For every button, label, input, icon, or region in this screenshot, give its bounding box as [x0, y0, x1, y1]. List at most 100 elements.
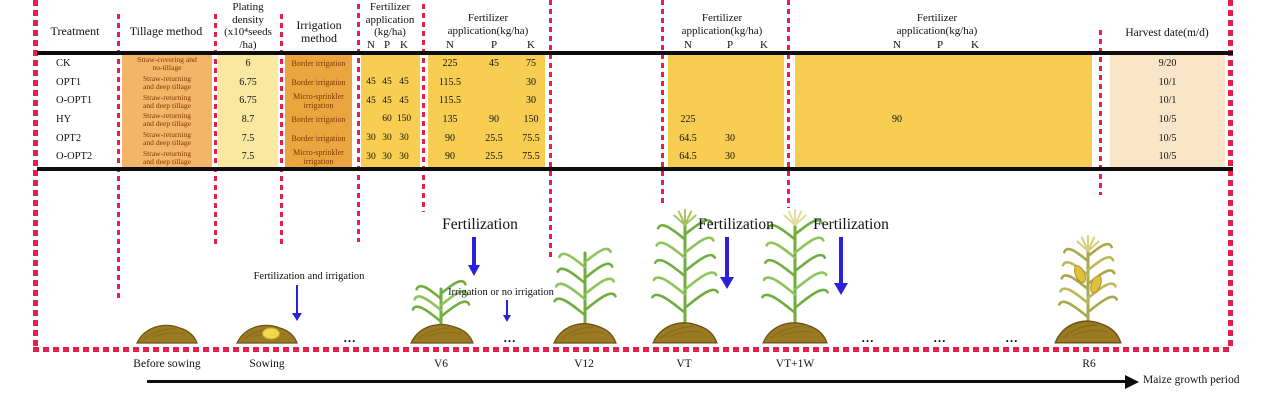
fert2-k-value: 30	[526, 95, 536, 107]
fert4-n-value	[877, 130, 917, 149]
soil-mound-seed-illustration	[235, 322, 299, 344]
column-divider	[214, 14, 217, 246]
v6-fertilization-annotation: Fertilization	[442, 216, 518, 233]
stage-label-before-sowing: Before sowing	[133, 358, 201, 370]
fert1-p-column: 45 45 60 30 30	[377, 55, 397, 167]
fert1-p-value: 30	[382, 133, 392, 144]
ellipsis-dots: ...	[503, 330, 517, 345]
column-divider	[661, 0, 664, 203]
fertilizer4-header: Fertilizer application(kg/ha)	[896, 12, 978, 37]
maize-vt1w-illustration	[750, 202, 840, 335]
fert2-p-value: 90	[489, 114, 499, 126]
fert2-n-value: 90	[445, 151, 455, 163]
frame-border-bottom	[33, 347, 1233, 352]
fert2-k-value: 150	[523, 114, 539, 126]
down-arrow-icon	[501, 300, 513, 322]
irrigation-value: Border irrigation	[291, 115, 346, 125]
column-divider	[117, 14, 120, 302]
stage-label-r6: R6	[1082, 358, 1096, 370]
fert4-n-value	[877, 92, 917, 111]
fertilizer3-column-background	[668, 55, 784, 167]
fert2-k-label: K	[527, 39, 535, 51]
fert3-p-value	[710, 74, 750, 93]
fert3-p-label: P	[726, 39, 734, 51]
growth-period-arrowhead-icon	[1125, 374, 1139, 389]
fert4-n-value	[877, 55, 917, 74]
fert4-n-column: 90	[877, 55, 917, 167]
density-header: Plating density (x10⁴seeds /ha)	[224, 1, 272, 51]
column-divider	[357, 4, 360, 242]
fertilizer2-header: Fertilizer application(kg/ha)	[447, 12, 529, 37]
fert2-p-label: P	[490, 39, 498, 51]
irrigation-value: Micro-sprinkler irrigation	[293, 148, 344, 166]
fert3-p-value	[710, 55, 750, 74]
irrigation-value: Micro-sprinkler irrigation	[293, 92, 344, 110]
fert2-n-value: 90	[445, 132, 455, 144]
fert3-n-value: 225	[680, 114, 696, 126]
fert3-n-label: N	[684, 39, 692, 51]
stage-label-v6: V6	[433, 358, 449, 370]
maize-r6-illustration	[1043, 230, 1133, 335]
maize-vt-illustration	[640, 202, 730, 335]
tillage-value: Straw-returning and deep tillage	[142, 148, 192, 166]
soil-mound-illustration	[135, 322, 199, 344]
harvest-header: Harvest date(m/d)	[1125, 27, 1209, 39]
fert2-p-value	[474, 74, 514, 93]
treatment-value: HY	[56, 113, 72, 125]
fert1-k-value	[391, 55, 417, 74]
tillage-value: Straw-returning and deep tillage	[142, 130, 192, 147]
column-divider	[549, 0, 552, 258]
fert4-n-label: N	[893, 39, 901, 51]
fert3-n-value: 64.5	[679, 151, 697, 163]
fert3-p-value	[710, 111, 750, 130]
growth-period-axis-label: Maize growth period	[1143, 374, 1240, 386]
density-value: 7.5	[241, 132, 255, 144]
fert2-k-value: 75	[526, 58, 536, 70]
treatment-header: Treatment	[50, 24, 100, 38]
fert2-n-value: 115.5	[438, 95, 462, 107]
fertilizer2-column-background	[428, 55, 545, 167]
fert3-n-column: 225 64.5 64.5	[668, 55, 708, 167]
density-value: 6.75	[239, 76, 257, 88]
density-value: 6.75	[239, 95, 257, 107]
treatment-value: OPT1	[56, 76, 82, 88]
fert1-k-value: 150	[396, 114, 412, 125]
treatment-column: CK OPT1 O-OPT1 HY OPT2 O-OPT2	[56, 55, 120, 167]
tillage-value: Straw-returning and deep tillage	[142, 92, 192, 110]
frame-border-left	[33, 0, 38, 350]
ellipsis-dots: ...	[861, 330, 875, 345]
fert3-k-label: K	[760, 39, 768, 51]
column-divider	[787, 0, 790, 208]
column-divider	[422, 4, 425, 212]
fert1-p-label: P	[383, 39, 391, 51]
column-divider	[1099, 30, 1102, 195]
fert2-n-value: 135	[442, 114, 458, 126]
fert2-n-value: 115.5	[438, 76, 462, 88]
growth-period-axis	[147, 380, 1127, 383]
fert4-n-value	[877, 74, 917, 93]
fert1-p-value: 30	[382, 151, 392, 162]
vt-fertilization-annotation: Fertilization	[698, 216, 774, 233]
fert2-p-value	[474, 92, 514, 111]
fert1-p-value: 45	[382, 95, 392, 106]
treatment-value: CK	[56, 57, 71, 69]
fert1-n-value: 45	[366, 77, 376, 88]
tillage-column-background	[122, 55, 212, 167]
fert4-k-label: K	[971, 39, 979, 51]
fert3-n-value	[668, 55, 708, 74]
fert3-n-value	[668, 92, 708, 111]
fert1-p-value: 60	[382, 114, 392, 125]
down-arrow-icon	[291, 285, 303, 321]
stage-label-sowing: Sowing	[249, 358, 285, 370]
tillage-value: Straw-returning and deep tillage	[142, 74, 192, 91]
harvest-value: 10/1	[1158, 95, 1177, 107]
fert1-k-label: K	[400, 39, 408, 51]
fert2-k-value: 75.5	[522, 151, 540, 163]
fert3-p-column: 30 30	[710, 55, 750, 167]
density-value: 7.5	[241, 151, 255, 163]
fert2-p-column: 45 90 25.5 25.5	[474, 55, 514, 167]
density-column-background	[218, 55, 278, 167]
fert2-k-column: 75 30 30 150 75.5 75.5	[511, 55, 551, 167]
fert1-k-value: 45	[399, 95, 409, 106]
